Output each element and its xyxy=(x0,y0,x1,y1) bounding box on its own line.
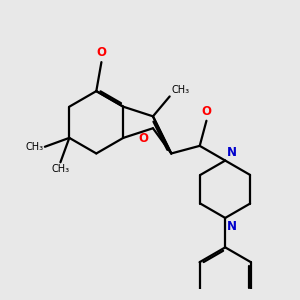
Text: O: O xyxy=(201,105,212,118)
Text: N: N xyxy=(227,220,237,233)
Text: O: O xyxy=(139,132,149,146)
Text: CH₃: CH₃ xyxy=(171,85,190,95)
Text: CH₃: CH₃ xyxy=(51,164,70,174)
Text: N: N xyxy=(227,146,237,159)
Text: CH₃: CH₃ xyxy=(25,142,43,152)
Text: O: O xyxy=(96,46,106,59)
